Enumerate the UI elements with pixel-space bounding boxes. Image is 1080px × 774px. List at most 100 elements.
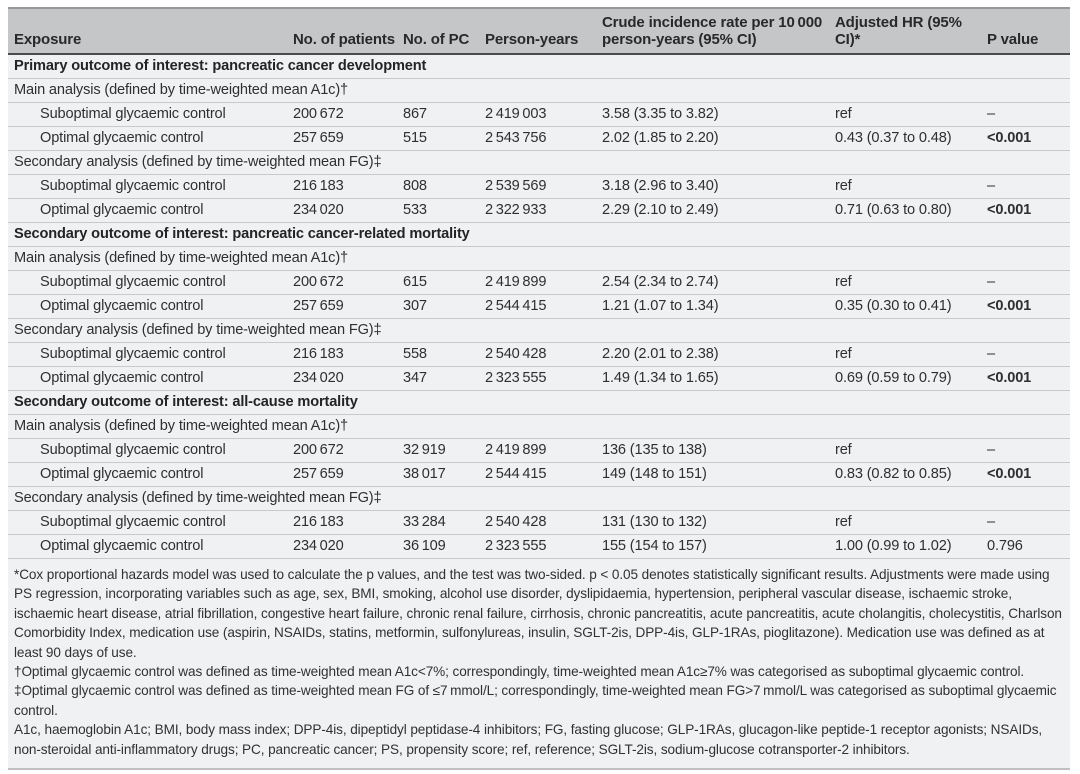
results-table: Exposure No. of patients No. of PC Perso…	[8, 7, 1070, 558]
table-row: Optimal glycaemic control 234 020 36 109…	[8, 534, 1070, 558]
cell-adjusted-hr: 0.83 (0.82 to 0.85)	[831, 462, 983, 487]
cell-person-years: 2 323 555	[481, 366, 598, 391]
cell-patients: 257 659	[289, 462, 399, 487]
cell-adjusted-hr: ref	[831, 510, 983, 535]
cell-patients: 216 183	[289, 174, 399, 199]
cell-exposure: Suboptimal glycaemic control	[8, 438, 289, 463]
table-row: Suboptimal glycaemic control 216 183 33 …	[8, 510, 1070, 535]
cell-p-value: –	[983, 342, 1070, 367]
footnote-abbreviations: A1c, haemoglobin A1c; BMI, body mass ind…	[14, 722, 1043, 757]
cell-patients: 234 020	[289, 534, 399, 558]
cell-adjusted-hr: 0.43 (0.37 to 0.48)	[831, 126, 983, 151]
cell-person-years: 2 323 555	[481, 534, 598, 558]
cell-pc: 33 284	[399, 510, 481, 535]
cell-patients: 257 659	[289, 126, 399, 151]
cell-patients: 200 672	[289, 102, 399, 127]
cell-patients: 234 020	[289, 366, 399, 391]
cell-pc: 808	[399, 174, 481, 199]
section-label: Secondary outcome of interest: pancreati…	[8, 222, 1070, 247]
cell-pc: 533	[399, 198, 481, 223]
cell-patients: 200 672	[289, 438, 399, 463]
cell-crude-rate: 1.21 (1.07 to 1.34)	[598, 294, 831, 319]
cell-exposure: Optimal glycaemic control	[8, 462, 289, 487]
cell-p-value: –	[983, 510, 1070, 535]
cell-p-value: <0.001	[983, 294, 1070, 319]
cell-patients: 234 020	[289, 198, 399, 223]
cell-p-value: –	[983, 438, 1070, 463]
cell-crude-rate: 3.18 (2.96 to 3.40)	[598, 174, 831, 199]
cell-exposure: Optimal glycaemic control	[8, 126, 289, 151]
cell-adjusted-hr: 1.00 (0.99 to 1.02)	[831, 534, 983, 558]
cell-person-years: 2 540 428	[481, 342, 598, 367]
cell-p-value: –	[983, 102, 1070, 127]
outcomes-table-container: Exposure No. of patients No. of PC Perso…	[8, 7, 1070, 771]
column-header-adjusted-hr: Adjusted HR (95% CI)*	[835, 14, 962, 48]
section-label: Primary outcome of interest: pancreatic …	[14, 58, 427, 74]
footnote-asterisk: *Cox proportional hazards model was used…	[14, 567, 1062, 660]
table-row: Suboptimal glycaemic control 216 183 808…	[8, 174, 1070, 199]
table-row: Optimal glycaemic control 257 659 307 2 …	[8, 294, 1070, 319]
cell-pc: 515	[399, 126, 481, 151]
cell-person-years: 2 544 415	[481, 294, 598, 319]
analysis-row: Main analysis (defined by time-weighted …	[8, 78, 1070, 103]
analysis-row: Main analysis (defined by time-weighted …	[8, 414, 1070, 439]
cell-p-value: 0.796	[983, 534, 1070, 558]
cell-pc: 347	[399, 366, 481, 391]
cell-exposure: Optimal glycaemic control	[8, 534, 289, 558]
table-row: Suboptimal glycaemic control 200 672 615…	[8, 270, 1070, 295]
cell-adjusted-hr: 0.69 (0.59 to 0.79)	[831, 366, 983, 391]
column-header-person-years: Person-years	[485, 31, 579, 48]
cell-crude-rate: 2.20 (2.01 to 2.38)	[598, 342, 831, 367]
cell-exposure: Suboptimal glycaemic control	[8, 174, 289, 199]
cell-pc: 615	[399, 270, 481, 295]
table-row: Suboptimal glycaemic control 200 672 867…	[8, 102, 1070, 127]
cell-exposure: Optimal glycaemic control	[8, 198, 289, 223]
cell-crude-rate: 131 (130 to 132)	[598, 510, 831, 535]
analysis-label: Secondary analysis (defined by time-weig…	[8, 318, 1070, 343]
cell-p-value: <0.001	[983, 126, 1070, 151]
table-row: Optimal glycaemic control 234 020 533 2 …	[8, 198, 1070, 223]
cell-crude-rate: 2.29 (2.10 to 2.49)	[598, 198, 831, 223]
cell-p-value: –	[983, 270, 1070, 295]
cell-p-value: –	[983, 174, 1070, 199]
cell-p-value: <0.001	[983, 198, 1070, 223]
cell-person-years: 2 419 899	[481, 438, 598, 463]
cell-exposure: Optimal glycaemic control	[8, 366, 289, 391]
cell-exposure: Suboptimal glycaemic control	[8, 510, 289, 535]
cell-crude-rate: 149 (148 to 151)	[598, 462, 831, 487]
cell-pc: 36 109	[399, 534, 481, 558]
column-header-pc: No. of PC	[403, 31, 470, 48]
column-header-exposure: Exposure	[14, 31, 82, 48]
analysis-row: Main analysis (defined by time-weighted …	[8, 246, 1070, 271]
section-row: Secondary outcome of interest: pancreati…	[8, 222, 1070, 247]
cell-adjusted-hr: ref	[831, 102, 983, 127]
table-footnotes: *Cox proportional hazards model was used…	[8, 558, 1070, 771]
footnote-dagger: †Optimal glycaemic control was defined a…	[14, 664, 1025, 680]
cell-pc: 558	[399, 342, 481, 367]
cell-person-years: 2 539 569	[481, 174, 598, 199]
cell-crude-rate: 1.49 (1.34 to 1.65)	[598, 366, 831, 391]
column-header-p-value: P value	[987, 31, 1039, 48]
table-row: Suboptimal glycaemic control 200 672 32 …	[8, 438, 1070, 463]
analysis-label: Main analysis (defined by time-weighted …	[8, 414, 1070, 439]
cell-adjusted-hr: ref	[831, 438, 983, 463]
footnote-double-dagger: ‡Optimal glycaemic control was defined a…	[14, 683, 1057, 718]
analysis-label: Main analysis (defined by time-weighted …	[8, 78, 1070, 103]
cell-patients: 216 183	[289, 510, 399, 535]
cell-pc: 38 017	[399, 462, 481, 487]
column-header-patients: No. of patients	[293, 31, 395, 48]
cell-person-years: 2 419 899	[481, 270, 598, 295]
cell-person-years: 2 544 415	[481, 462, 598, 487]
cell-exposure: Optimal glycaemic control	[8, 294, 289, 319]
cell-adjusted-hr: 0.35 (0.30 to 0.41)	[831, 294, 983, 319]
cell-crude-rate: 155 (154 to 157)	[598, 534, 831, 558]
cell-person-years: 2 540 428	[481, 510, 598, 535]
analysis-label: Secondary analysis (defined by time-weig…	[8, 486, 1070, 511]
section-row: Secondary outcome of interest: all-cause…	[8, 390, 1070, 415]
header-row: Exposure No. of patients No. of PC Perso…	[8, 8, 1070, 54]
analysis-row: Secondary analysis (defined by time-weig…	[8, 318, 1070, 343]
analysis-label: Secondary analysis (defined by time-weig…	[8, 150, 1070, 175]
section-label: Secondary outcome of interest: all-cause…	[8, 390, 1070, 415]
table-row: Optimal glycaemic control 234 020 347 2 …	[8, 366, 1070, 391]
table-row: Optimal glycaemic control 257 659 515 2 …	[8, 126, 1070, 151]
